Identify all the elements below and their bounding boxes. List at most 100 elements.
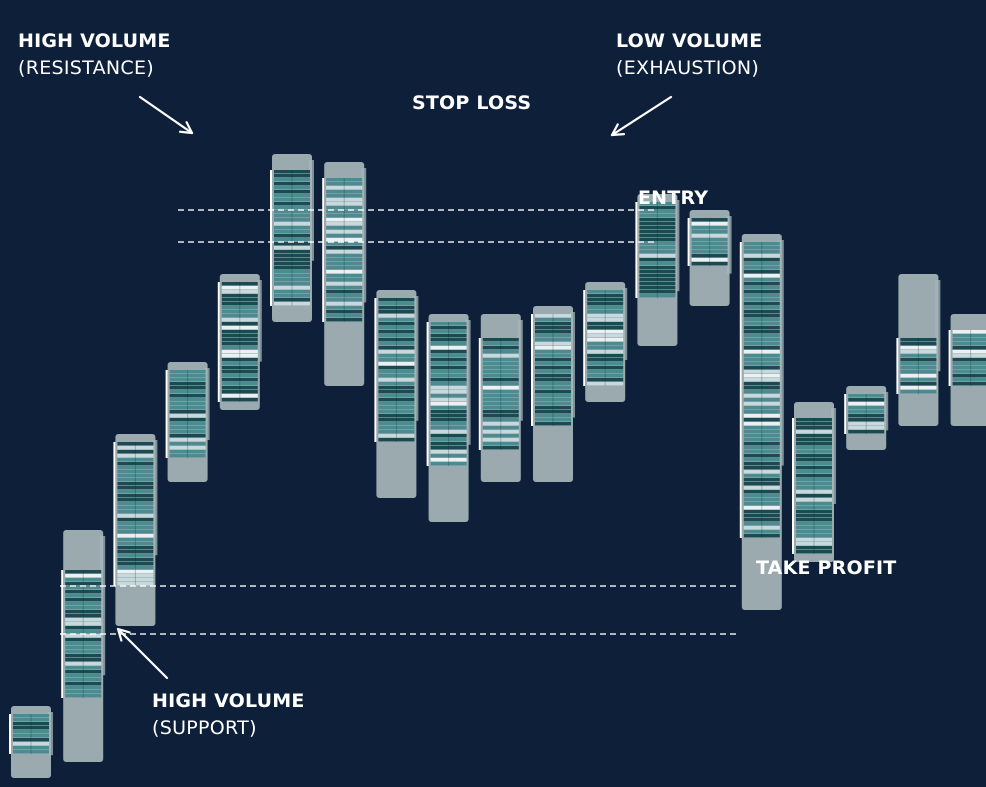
- footprint-cell: [326, 190, 363, 194]
- footprint-cell: [587, 298, 624, 302]
- footprint-cell: [743, 394, 780, 398]
- footprint-cell: [743, 418, 780, 422]
- footprint-cell: [743, 334, 780, 338]
- footprint-cell: [117, 446, 154, 450]
- footprint-cell: [221, 302, 258, 306]
- footprint-cell: [743, 290, 780, 294]
- footprint-cell: [796, 518, 832, 522]
- footprint-cell: [430, 322, 467, 326]
- footprint-cell: [691, 254, 728, 258]
- footprint-cell: [796, 438, 832, 442]
- footprint-cell: [430, 338, 467, 342]
- footprint-cell: [378, 358, 415, 362]
- footprint-cell: [65, 586, 102, 590]
- footprint-cell: [65, 694, 102, 698]
- footprint-cell: [326, 274, 363, 278]
- footprint-cell: [482, 442, 519, 446]
- annotation-stop-loss: STOP LOSS: [412, 90, 531, 117]
- footprint-cell: [796, 538, 832, 542]
- footprint-cell: [535, 398, 571, 402]
- footprint-cell: [535, 362, 571, 366]
- footprint-cell: [796, 522, 832, 526]
- footprint-cell: [221, 362, 258, 366]
- footprint-cell: [169, 386, 206, 390]
- footprint-cell: [65, 626, 102, 630]
- footprint-cell: [639, 234, 676, 238]
- footprint-cell: [796, 498, 832, 502]
- footprint-cell: [535, 342, 571, 346]
- footprint-cell: [274, 302, 310, 306]
- footprint-cell: [274, 170, 310, 174]
- footprint-cell: [900, 338, 937, 342]
- annotation-entry: ENTRY: [638, 185, 708, 212]
- footprint-cell: [743, 262, 780, 266]
- footprint-cell: [326, 238, 363, 242]
- footprint-cell: [13, 722, 49, 726]
- footprint-cell: [587, 362, 624, 366]
- footprint-cell: [378, 418, 415, 422]
- annotation-low-volume-exhaustion: LOW VOLUME (EXHAUSTION): [616, 28, 762, 82]
- footprint-cells: [274, 170, 310, 306]
- footprint-cell: [743, 414, 780, 418]
- footprint-cell: [535, 338, 571, 342]
- footprint-cell: [743, 302, 780, 306]
- footprint-cell: [587, 342, 624, 346]
- footprint-cell: [326, 210, 363, 214]
- footprint-cell: [117, 562, 154, 566]
- footprint-cell: [326, 250, 363, 254]
- footprint-cells: [65, 570, 102, 698]
- footprint-cell: [743, 306, 780, 310]
- footprint-cell: [587, 358, 624, 362]
- footprint-cell: [378, 422, 415, 426]
- footprint-cell: [430, 462, 467, 466]
- footprint-cell: [65, 602, 102, 606]
- footprint-cell: [378, 362, 415, 366]
- footprint-cell: [587, 294, 624, 298]
- footprint-cell: [639, 254, 676, 258]
- footprint-cell: [430, 350, 467, 354]
- candle: [844, 386, 889, 450]
- footprint-cell: [274, 214, 310, 218]
- footprint-cell: [378, 426, 415, 430]
- footprint-cell: [274, 254, 310, 258]
- footprint-cell: [535, 390, 571, 394]
- footprint-cell: [639, 270, 676, 274]
- footprint-cell: [326, 270, 363, 274]
- footprint-cell: [639, 218, 676, 222]
- footprint-cell: [952, 374, 986, 378]
- footprint-cell: [117, 526, 154, 530]
- footprint-cell: [430, 358, 467, 362]
- footprint-cell: [796, 490, 832, 494]
- footprint-cell: [587, 346, 624, 350]
- footprint-cell: [221, 398, 258, 402]
- footprint-cell: [848, 402, 885, 406]
- annotation-title: TAKE PROFIT: [756, 557, 897, 579]
- footprint-cell: [13, 726, 49, 730]
- candle: [478, 314, 523, 482]
- footprint-cell: [430, 374, 467, 378]
- footprint-cell: [743, 426, 780, 430]
- footprint-cell: [535, 314, 571, 318]
- candle-profile-edge: [517, 320, 523, 421]
- footprint-cell: [378, 398, 415, 402]
- candle-profile-edge: [152, 440, 158, 556]
- footprint-cell: [639, 294, 676, 298]
- footprint-cell: [378, 342, 415, 346]
- footprint-cell: [848, 398, 885, 402]
- footprint-cell: [65, 634, 102, 638]
- footprint-cell: [587, 322, 624, 326]
- annotation-take-profit: TAKE PROFIT: [756, 555, 896, 582]
- footprint-cell: [117, 450, 154, 454]
- footprint-cell: [743, 486, 780, 490]
- footprint-cell: [900, 382, 937, 386]
- footprint-cell: [743, 278, 780, 282]
- footprint-cell: [535, 382, 571, 386]
- annotation-title: ENTRY: [638, 187, 709, 209]
- footprint-cell: [430, 390, 467, 394]
- footprint-cell: [378, 322, 415, 326]
- footprint-cell: [430, 446, 467, 450]
- footprint-cell: [221, 318, 258, 322]
- footprint-cell: [378, 414, 415, 418]
- footprint-cell: [743, 250, 780, 254]
- footprint-cell: [169, 406, 206, 410]
